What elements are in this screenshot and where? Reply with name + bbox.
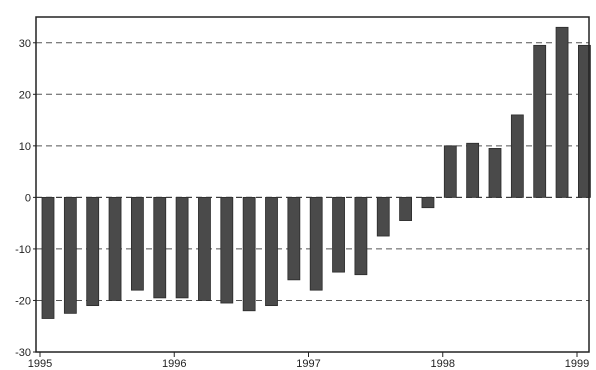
x-tick-label: 1999 [565, 358, 589, 370]
x-tick-label: 1996 [162, 358, 186, 370]
bar [421, 196, 435, 209]
y-tick-label: 10 [19, 141, 31, 153]
bar [287, 196, 301, 281]
bar [63, 196, 77, 314]
bar [443, 145, 457, 198]
bar [488, 148, 502, 198]
x-tick-labels: 1995 1996 1997 1998 1999 [28, 352, 589, 370]
plot-frame [35, 16, 590, 353]
y-tick-label: -10 [15, 244, 31, 256]
bar [41, 196, 55, 319]
bar [332, 196, 345, 273]
bar [354, 196, 368, 276]
bar [86, 196, 100, 307]
x-tick-label: 1995 [28, 358, 52, 370]
y-tick-labels: -30 -20 -10 0 10 20 30 [15, 38, 36, 359]
y-tick-label: -20 [15, 295, 31, 307]
y-tick-label: -30 [15, 347, 31, 359]
bar [510, 114, 524, 198]
y-tick-label: 20 [19, 89, 31, 101]
bar [108, 196, 122, 301]
bar [376, 196, 390, 237]
axes [35, 16, 590, 353]
bar [242, 196, 256, 312]
y-tick-label: 0 [25, 192, 31, 204]
bar [153, 196, 167, 299]
y-tick-label: 30 [19, 38, 31, 50]
bar [466, 142, 480, 198]
bar [578, 44, 591, 198]
bars [36, 26, 591, 319]
x-tick-label: 1998 [431, 358, 455, 370]
bar [175, 196, 189, 299]
x-tick-label: 1997 [296, 358, 320, 370]
bar [220, 196, 234, 304]
bar [309, 196, 323, 291]
bar [265, 196, 278, 307]
bar [399, 196, 413, 221]
bar [555, 26, 569, 198]
bar [198, 196, 211, 301]
bar [533, 44, 547, 198]
bar [130, 196, 144, 291]
